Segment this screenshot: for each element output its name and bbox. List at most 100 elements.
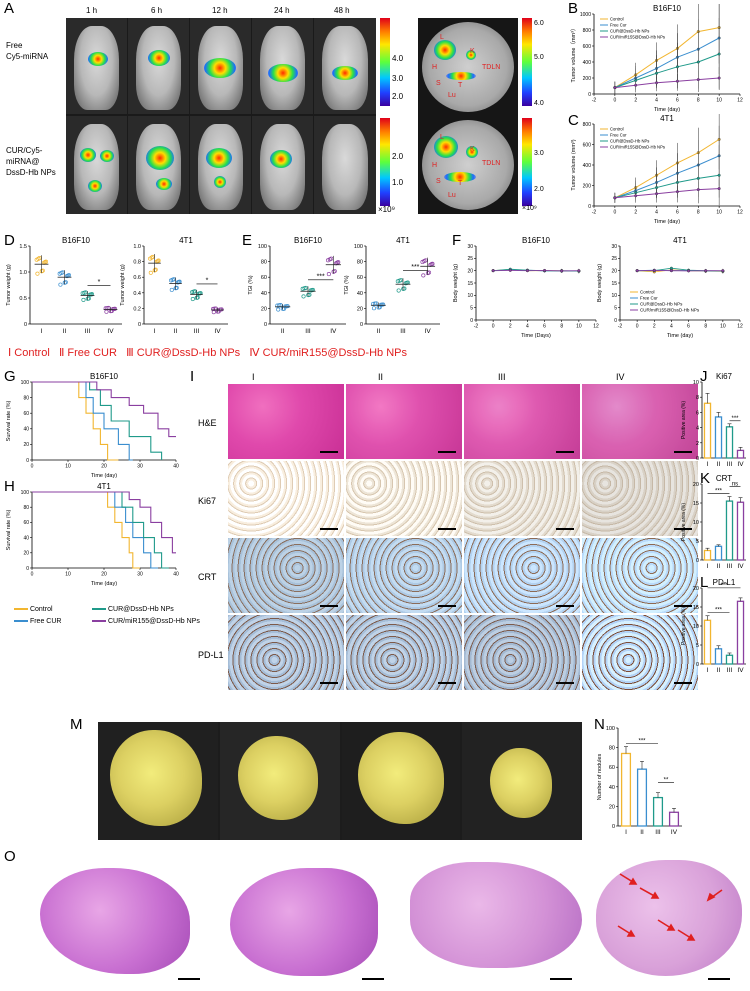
chart-g: B16F10 Survival rate (%) Time (day) 0 20 40 60… xyxy=(6,372,179,478)
y-tick-label: 600 xyxy=(583,44,592,50)
ivis-free-6h xyxy=(128,18,189,114)
x-tick-label: 10 xyxy=(716,210,722,216)
y-tick-label: 5 xyxy=(696,643,699,649)
data-point xyxy=(170,277,175,282)
x-tick-label: 2 xyxy=(509,324,512,330)
y-tick-label: 200 xyxy=(583,183,592,189)
x-tick-label: IV xyxy=(737,563,744,570)
y-tick-label: 600 xyxy=(583,142,592,148)
x-tick-label: II xyxy=(717,667,721,674)
data-point xyxy=(675,79,679,83)
x-tick-label: 0 xyxy=(613,210,616,216)
legend-label: Control xyxy=(640,290,655,295)
legend-label: CUR/miR155@DssD-Hb NPs xyxy=(610,35,665,40)
bar-I xyxy=(703,402,712,459)
col-label-iii: III xyxy=(498,372,506,382)
cb-unit-left: ×10⁹ xyxy=(378,205,395,214)
data-point xyxy=(717,187,721,191)
y-tick-label: 400 xyxy=(583,163,592,169)
chart-title: B16F10 xyxy=(62,236,91,245)
x-tick-label: 6 xyxy=(676,98,679,104)
x-tick-label: 12 xyxy=(737,210,743,216)
x-tick-label: I xyxy=(41,328,43,335)
histology-tile-r3-c1 xyxy=(228,538,344,613)
significance-label: *** xyxy=(715,489,723,495)
y-tick-label: 5 xyxy=(470,305,473,311)
y-tick-label: 60 xyxy=(261,275,267,281)
x-tick-label: 4 xyxy=(655,98,658,104)
histology-tile-r2-c2 xyxy=(346,461,462,536)
chart-title: B16F10 xyxy=(522,236,551,245)
cb-top-30: 3.0 xyxy=(392,74,404,83)
timepoint-header: 1 h 6 h 12 h 24 h 48 h xyxy=(66,6,366,18)
significance-label: * xyxy=(98,279,101,286)
y-tick-label: 0 xyxy=(588,92,591,98)
y-tick-label: 60 xyxy=(609,765,615,771)
series-line-1 xyxy=(32,381,119,461)
scalebar xyxy=(320,605,338,607)
x-tick-label: II xyxy=(717,461,721,468)
organ-dish-np xyxy=(422,120,514,210)
x-tick-label: 30 xyxy=(137,464,143,470)
histology-tile-r4-c4 xyxy=(582,615,698,690)
y-tick-label: 0.8 xyxy=(133,260,141,266)
lung-section-iv xyxy=(596,860,742,976)
x-axis-label: Time (day) xyxy=(667,333,693,338)
x-tick-label: IV xyxy=(737,667,744,674)
legend-label: CUR/miR155@DssD-Hb NPs xyxy=(610,145,665,150)
scalebar xyxy=(438,451,456,453)
x-tick-label: III xyxy=(194,328,200,335)
legend-label: Free Cur xyxy=(610,23,627,28)
series-line-3 xyxy=(32,381,163,460)
data-point xyxy=(219,307,224,312)
y-axis-label: Tumor weight (g) xyxy=(6,264,12,306)
data-point xyxy=(336,260,341,265)
y-tick-label: 2 xyxy=(696,441,699,447)
data-point xyxy=(212,306,217,311)
data-point xyxy=(655,81,659,85)
histology-tile-r1-c1 xyxy=(228,384,344,459)
bar-III xyxy=(725,654,734,665)
data-point xyxy=(191,289,196,294)
cb-top-20: 2.0 xyxy=(392,92,404,101)
bar-I xyxy=(620,752,632,827)
series-line-1 xyxy=(32,491,140,569)
lung-section-iii xyxy=(410,862,582,968)
y-tick-label: 60 xyxy=(23,520,29,526)
y-tick-label: 20 xyxy=(467,268,473,274)
data-point xyxy=(395,279,400,284)
data-point xyxy=(35,271,40,276)
cb-org-40: 4.0 xyxy=(534,100,544,107)
x-tick-label: 4 xyxy=(655,210,658,216)
series-line-1 xyxy=(614,27,720,89)
x-axis-label: Time (day) xyxy=(91,473,117,478)
cb-top-40: 4.0 xyxy=(392,54,404,63)
x-tick-label: II xyxy=(640,829,644,836)
histology-tile-r1-c2 xyxy=(346,384,462,459)
colorbar-bottom xyxy=(380,118,390,206)
x-tick-label: III xyxy=(727,667,733,674)
y-tick-label: 0 xyxy=(696,662,699,668)
legend-label: CUR@DssD-Hb NPs xyxy=(610,139,649,144)
histology-tile-r4-c3 xyxy=(464,615,580,690)
col-label-iv: IV xyxy=(616,372,625,382)
data-point xyxy=(687,269,691,273)
panel-letter-k: K xyxy=(700,470,711,487)
histology-tile-r4-c2 xyxy=(346,615,462,690)
x-tick-label: 2 xyxy=(634,210,637,216)
data-point xyxy=(64,274,70,279)
x-tick-label: 6 xyxy=(543,324,546,330)
x-tick-label: 0 xyxy=(31,464,34,470)
group-legend-iii: Ⅲ CUR@DssD-Hb NPs xyxy=(126,347,241,359)
significance-label: * xyxy=(206,277,209,284)
chart-title: B16F10 xyxy=(294,236,323,245)
organ-label-l: L xyxy=(440,34,444,41)
y-tick-label: 10 xyxy=(467,293,473,299)
data-point xyxy=(422,259,427,264)
y-tick-label: 60 xyxy=(23,411,29,417)
data-point xyxy=(634,194,638,198)
group-legend-iv: Ⅳ CUR/miR155@DssD-Hb NPs xyxy=(249,347,407,359)
y-tick-label: 0 xyxy=(264,322,267,328)
chart-b: B16F10 Tumor volume（mm³） Time (day) 0 200 400… xyxy=(570,4,743,112)
